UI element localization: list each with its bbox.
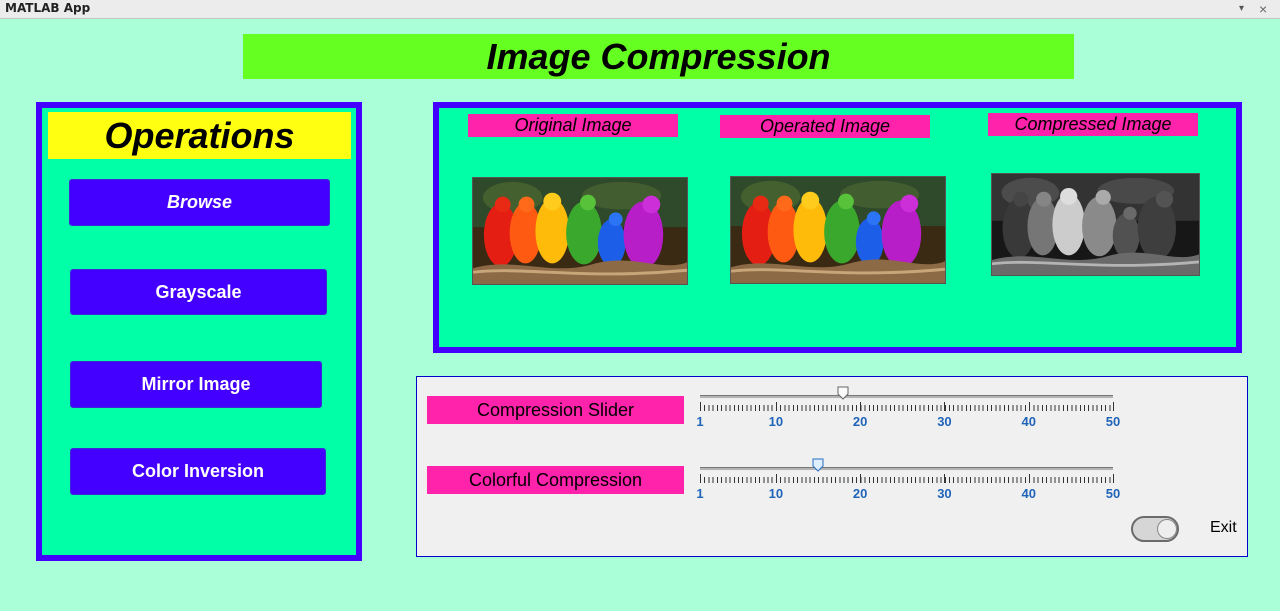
compression-slider-label: Compression Slider [427, 396, 684, 424]
slider-ticks [700, 477, 1114, 483]
app-title: Image Compression [243, 34, 1074, 79]
slider-track[interactable] [700, 467, 1113, 471]
original-image [472, 177, 688, 285]
operations-panel: Operations Browse Grayscale Mirror Image… [36, 102, 362, 561]
image-panel: Original Image Operated Image Compressed… [433, 102, 1242, 353]
compression-slider[interactable]: 1 10 20 30 40 50 [696, 386, 1120, 439]
window-titlebar: MATLAB App ▾ × [0, 0, 1280, 19]
window-menu-chevron-down-icon[interactable]: ▾ [1239, 3, 1245, 14]
slider-tick-label: 40 [1021, 414, 1036, 429]
slider-major-tick [700, 474, 701, 483]
color-inversion-button[interactable]: Color Inversion [70, 448, 326, 495]
parrots-image-grayscale [992, 174, 1199, 275]
slider-major-tick [1028, 402, 1030, 411]
slider-tick-label: 20 [852, 486, 868, 501]
compressed-image [991, 173, 1200, 276]
grayscale-button[interactable]: Grayscale [70, 269, 327, 315]
operated-image-label: Operated Image [720, 115, 930, 138]
colorful-compression-label: Colorful Compression [427, 466, 684, 494]
exit-toggle-switch[interactable] [1131, 516, 1179, 542]
slider-major-tick [775, 402, 777, 411]
window-close-icon[interactable]: × [1259, 1, 1268, 17]
browse-button[interactable]: Browse [69, 179, 330, 226]
original-image-label: Original Image [468, 114, 678, 137]
slider-tick-label: 30 [937, 414, 952, 429]
slider-major-tick [775, 474, 777, 483]
slider-major-tick [860, 402, 862, 411]
slider-major-tick [944, 402, 946, 411]
parrots-image [473, 178, 687, 284]
slider-thumb[interactable] [812, 458, 824, 472]
parrots-image [731, 177, 945, 283]
slider-tick-label: 1 [696, 486, 704, 501]
controls-panel: Compression Slider 1 10 20 30 40 50 Colorful … [416, 376, 1248, 557]
window-title: MATLAB App [5, 1, 91, 15]
slider-tick-label: 50 [1105, 486, 1121, 501]
toggle-knob[interactable] [1157, 519, 1177, 539]
operated-image [730, 176, 946, 284]
operations-title: Operations [48, 112, 351, 159]
exit-label: Exit [1210, 519, 1237, 536]
slider-major-tick [700, 402, 701, 411]
slider-track[interactable] [700, 395, 1113, 399]
slider-ticks [700, 405, 1114, 411]
slider-tick-label: 10 [768, 486, 784, 501]
mirror-image-button[interactable]: Mirror Image [70, 361, 322, 408]
slider-tick-label: 20 [852, 414, 868, 429]
slider-major-tick [1028, 474, 1030, 483]
slider-major-tick [1113, 402, 1114, 411]
slider-thumb[interactable] [837, 386, 849, 400]
colorful-compression-slider[interactable]: 1 10 20 30 40 50 [696, 458, 1120, 511]
slider-major-tick [944, 474, 946, 483]
slider-major-tick [1113, 474, 1114, 483]
slider-tick-label: 50 [1105, 414, 1121, 429]
slider-major-tick [860, 474, 862, 483]
slider-tick-label: 1 [696, 414, 704, 429]
compressed-image-label: Compressed Image [988, 113, 1198, 136]
slider-tick-label: 30 [937, 486, 952, 501]
slider-tick-label: 40 [1021, 486, 1036, 501]
slider-tick-label: 10 [768, 414, 784, 429]
